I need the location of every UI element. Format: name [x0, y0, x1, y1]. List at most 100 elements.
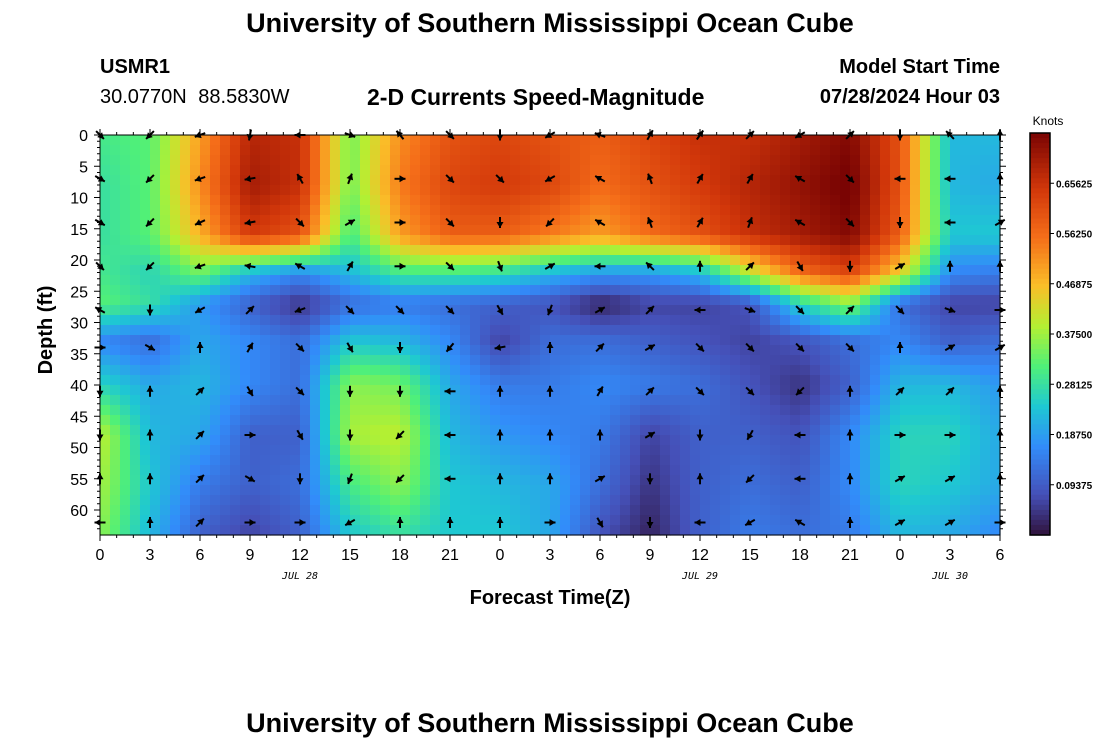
heatmap-cell — [640, 365, 651, 376]
heatmap-cell — [290, 225, 301, 236]
heatmap-cell — [510, 415, 521, 426]
heatmap-cell — [960, 235, 971, 246]
heatmap-cell — [800, 265, 811, 276]
heatmap-cell — [730, 285, 741, 296]
heatmap-cell — [810, 285, 821, 296]
heatmap-cell — [230, 485, 241, 496]
heatmap-cell — [260, 495, 271, 506]
heatmap-cell — [600, 495, 611, 506]
heatmap-cell — [860, 225, 871, 236]
heatmap-cell — [550, 385, 561, 396]
heatmap-cell — [150, 205, 161, 216]
heatmap-cell — [410, 315, 421, 326]
heatmap-cell — [960, 405, 971, 416]
heatmap-cell — [740, 425, 751, 436]
vector-head — [897, 263, 905, 270]
heatmap-cell — [110, 455, 121, 466]
heatmap-cell — [510, 385, 521, 396]
colorbar-swatch — [1030, 243, 1050, 250]
heatmap-cell — [910, 235, 921, 246]
heatmap-cell — [520, 235, 531, 246]
heatmap-cell — [590, 515, 601, 526]
heatmap-cell — [700, 165, 711, 176]
heatmap-cell — [220, 355, 231, 366]
heatmap-cell — [530, 465, 541, 476]
heatmap-cell — [390, 145, 401, 156]
heatmap-cell — [860, 145, 871, 156]
current-vector-arrow — [744, 518, 756, 527]
vector-head — [496, 473, 504, 480]
heatmap-cell — [870, 485, 881, 496]
heatmap-cell — [500, 295, 511, 306]
heatmap-cell — [550, 325, 561, 336]
heatmap-cell — [870, 195, 881, 206]
heatmap-cell — [350, 155, 361, 166]
heatmap-cell — [920, 465, 931, 476]
heatmap-cell — [250, 395, 261, 406]
heatmap-cell — [830, 405, 841, 416]
heatmap-cell — [320, 235, 331, 246]
heatmap-cell — [680, 455, 691, 466]
heatmap-cell — [760, 445, 771, 456]
heatmap-cell — [360, 525, 371, 536]
heatmap-cell — [170, 185, 181, 196]
heatmap-cell — [890, 285, 901, 296]
heatmap-cell — [210, 195, 221, 206]
heatmap-cell — [960, 505, 971, 516]
heatmap-cell — [640, 185, 651, 196]
heatmap-cell — [440, 215, 451, 226]
heatmap-cell — [970, 135, 981, 146]
heatmap-cell — [340, 215, 351, 226]
heatmap-cell — [110, 285, 121, 296]
heatmap-cell — [840, 465, 851, 476]
heatmap-cell — [110, 395, 121, 406]
heatmap-cell — [300, 165, 311, 176]
heatmap-cell — [370, 435, 381, 446]
heatmap-cell — [860, 185, 871, 196]
heatmap-cell — [970, 155, 981, 166]
heatmap-cell — [430, 345, 441, 356]
heatmap-cell — [260, 505, 271, 516]
vector-head — [247, 475, 255, 482]
heatmap-cell — [700, 525, 711, 536]
heatmap-cell — [910, 325, 921, 336]
heatmap-cell — [980, 385, 991, 396]
heatmap-cell — [230, 135, 241, 146]
heatmap-cell — [730, 335, 741, 346]
colorbar-swatch — [1030, 258, 1050, 265]
vector-head — [246, 389, 253, 396]
heatmap-cell — [960, 205, 971, 216]
heatmap-cell — [500, 415, 511, 426]
heatmap-cell — [470, 485, 481, 496]
heatmap-cell — [640, 225, 651, 236]
heatmap-cell — [700, 185, 711, 196]
heatmap-cell — [530, 445, 541, 456]
heatmap-cell — [750, 385, 761, 396]
heatmap-cell — [510, 245, 521, 256]
heatmap-cell — [360, 305, 371, 316]
heatmap-cell — [350, 435, 361, 446]
heatmap-cell — [600, 465, 611, 476]
heatmap-cell — [340, 395, 351, 406]
heatmap-cell — [340, 225, 351, 236]
heatmap-cell — [870, 355, 881, 366]
heatmap-cell — [410, 285, 421, 296]
heatmap-cell — [300, 135, 311, 146]
heatmap-cell — [880, 485, 891, 496]
heatmap-cell — [480, 325, 491, 336]
heatmap-cell — [540, 255, 551, 266]
heatmap-cell — [730, 385, 741, 396]
heatmap-cell — [710, 355, 721, 366]
heatmap-cell — [560, 155, 571, 166]
heatmap-cell — [940, 505, 951, 516]
vector-head — [399, 262, 406, 270]
vector-head — [399, 219, 406, 226]
heatmap-cell — [600, 325, 611, 336]
heatmap-cell — [700, 225, 711, 236]
heatmap-cell — [100, 345, 111, 356]
heatmap-cell — [890, 525, 901, 536]
heatmap-cell — [100, 195, 111, 206]
heatmap-cell — [810, 365, 821, 376]
heatmap-cell — [260, 245, 271, 256]
current-vector-arrow — [494, 344, 506, 351]
